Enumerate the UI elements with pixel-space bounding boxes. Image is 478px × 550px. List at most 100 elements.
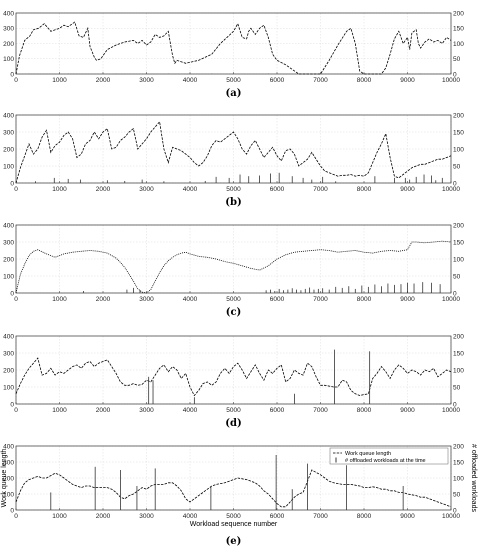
y-tick-label-left: 400	[3, 222, 14, 229]
x-tick-label: 8000	[357, 186, 372, 193]
x-tick-label: 3000	[139, 513, 154, 520]
x-tick-label: 0	[14, 186, 18, 193]
offloaded-bars-series	[35, 172, 443, 183]
y-tick-label-left: 200	[3, 256, 14, 263]
x-tick-label: 1000	[52, 77, 67, 84]
x-tick-label: 2000	[96, 296, 111, 303]
x-axis-label: Workload sequence number	[190, 521, 278, 528]
x-tick-label: 1000	[52, 407, 67, 414]
x-tick-label: 2000	[96, 186, 111, 193]
x-tick-label: 3000	[139, 296, 154, 303]
y-tick-label-right: 150	[453, 239, 464, 246]
legend-box	[329, 447, 449, 465]
x-tick-label: 6000	[270, 407, 285, 414]
queue-length-line	[15, 21, 452, 75]
x-tick-label: 4000	[183, 77, 198, 84]
chart-panel-3: 0 1000 2000 3000 4000 5000 6000 7000 8000 9000 100…	[3, 222, 464, 318]
x-tick-label: 5000	[226, 513, 241, 520]
x-tick-label: 10000	[442, 513, 460, 520]
y-tick-label-right: 50	[453, 56, 461, 63]
x-tick-label: 0	[14, 513, 18, 520]
y-tick-label-right: 100	[453, 146, 464, 153]
y-tick-label-right: 150	[453, 350, 464, 357]
panel-label: (e)	[226, 536, 242, 547]
y-tick-label-left: 200	[3, 367, 14, 374]
x-tick-label: 10000	[442, 407, 460, 414]
x-tick-label: 10000	[442, 296, 460, 303]
y-tick-label-left: 100	[3, 384, 14, 391]
y-tick-label-left: 0	[10, 71, 14, 78]
x-tick-label: 6000	[270, 186, 285, 193]
y-tick-label-right: 150	[453, 26, 464, 33]
x-tick-label: 5000	[226, 407, 241, 414]
x-tick-label: 0	[14, 77, 18, 84]
x-tick-label: 2000	[96, 407, 111, 414]
y-tick-label-left: 200	[3, 41, 14, 48]
y-tick-label-left: 300	[3, 350, 14, 357]
y-tick-label-left: 400	[3, 112, 14, 119]
x-tick-label: 5000	[226, 296, 241, 303]
x-tick-label: 7000	[313, 77, 328, 84]
y-tick-label-right: 200	[453, 112, 464, 119]
x-tick-label: 6000	[270, 77, 285, 84]
y-tick-label-left: 300	[3, 239, 14, 246]
x-tick-label: 4000	[183, 186, 198, 193]
x-tick-label: 10000	[442, 186, 460, 193]
panel-label: (c)	[226, 307, 242, 318]
panel-label: (a)	[226, 88, 242, 99]
legend-entry: Work queue length	[345, 451, 391, 457]
y-tick-label-left: 300	[3, 26, 14, 33]
y-tick-label-left: 0	[10, 507, 14, 514]
x-tick-label: 0	[14, 296, 18, 303]
x-tick-label: 3000	[139, 186, 154, 193]
offloaded-bars-series	[83, 282, 441, 293]
x-tick-label: 4000	[183, 407, 198, 414]
x-tick-label: 5000	[226, 186, 241, 193]
y-axis-label-left: Work queue length	[1, 449, 8, 508]
queue-length-line	[15, 357, 452, 397]
y-tick-label-right: 0	[453, 71, 457, 78]
legend-entry: # offloaded workloads at the time	[345, 458, 426, 464]
x-tick-label: 7000	[313, 513, 328, 520]
x-tick-label: 5000	[226, 77, 241, 84]
x-tick-label: 4000	[183, 513, 198, 520]
y-tick-label-right: 100	[453, 41, 464, 48]
y-tick-label-right: 50	[453, 384, 461, 391]
y-tick-label-left: 0	[10, 180, 14, 187]
y-tick-label-right: 0	[453, 290, 457, 297]
y-tick-label-left: 300	[3, 459, 14, 466]
y-tick-label-right: 200	[453, 222, 464, 229]
y-tick-label-right: 50	[453, 491, 461, 498]
x-tick-label: 3000	[139, 407, 154, 414]
x-tick-label: 8000	[357, 407, 372, 414]
x-tick-label: 9000	[400, 77, 415, 84]
offloaded-bars-series	[148, 349, 371, 404]
y-tick-label-left: 400	[3, 443, 14, 450]
x-tick-label: 7000	[313, 407, 328, 414]
y-tick-label-right: 200	[453, 443, 464, 450]
x-tick-label: 1000	[52, 296, 67, 303]
x-tick-label: 2000	[96, 513, 111, 520]
x-tick-label: 6000	[270, 513, 285, 520]
x-tick-label: 9000	[400, 296, 415, 303]
offloaded-bars-series	[50, 454, 404, 510]
x-tick-label: 1000	[52, 186, 67, 193]
x-tick-label: 4000	[183, 296, 198, 303]
y-tick-label-right: 150	[453, 129, 464, 136]
x-tick-label: 8000	[357, 77, 372, 84]
y-tick-label-right: 200	[453, 10, 464, 17]
x-tick-label: 8000	[357, 513, 372, 520]
y-tick-label-right: 100	[453, 475, 464, 482]
y-tick-label-right: 100	[453, 367, 464, 374]
y-tick-label-right: 50	[453, 163, 461, 170]
y-tick-label-left: 200	[3, 475, 14, 482]
x-tick-label: 9000	[400, 513, 415, 520]
y-tick-label-left: 400	[3, 333, 14, 340]
panel-label: (d)	[225, 418, 241, 429]
x-tick-label: 7000	[313, 296, 328, 303]
y-tick-label-right: 0	[453, 180, 457, 187]
y-tick-label-right: 50	[453, 273, 461, 280]
x-tick-label: 10000	[442, 77, 460, 84]
y-tick-label-left: 0	[10, 290, 14, 297]
